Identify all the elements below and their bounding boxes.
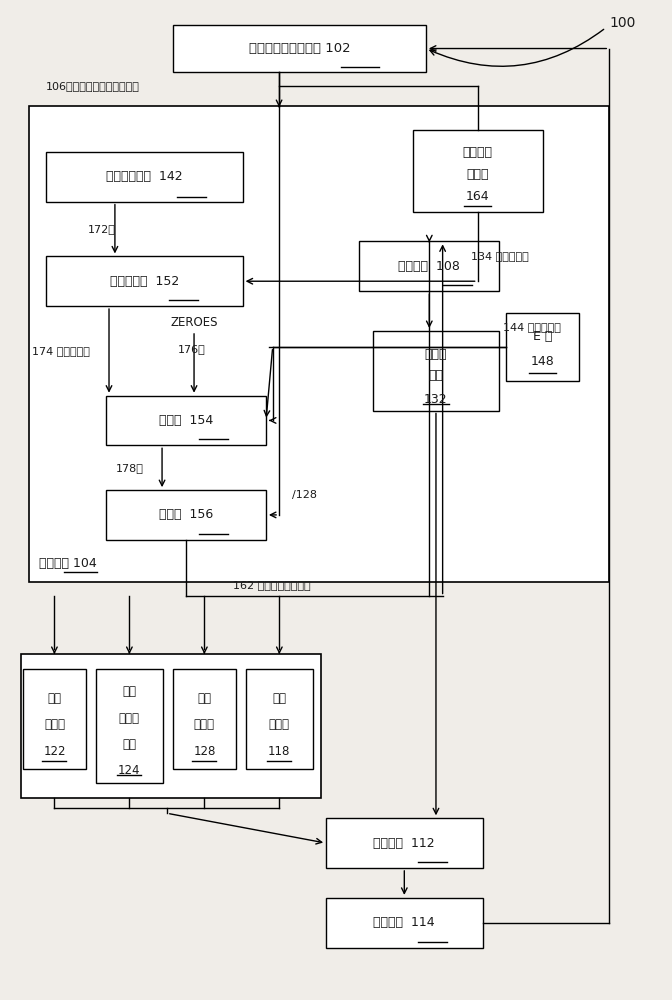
Text: 产生器: 产生器 bbox=[466, 168, 489, 181]
Text: 标志: 标志 bbox=[198, 692, 212, 705]
Bar bbox=[46, 256, 243, 306]
Text: 微代码: 微代码 bbox=[425, 348, 448, 361]
Text: 寄存器: 寄存器 bbox=[269, 718, 290, 731]
Text: 单元: 单元 bbox=[429, 369, 444, 382]
Text: 指令高速缓冲存储器 102: 指令高速缓冲存储器 102 bbox=[249, 42, 350, 55]
Text: 执行单元  112: 执行单元 112 bbox=[374, 837, 435, 850]
Bar bbox=[413, 130, 542, 212]
Text: 132: 132 bbox=[424, 393, 448, 406]
Bar bbox=[173, 25, 426, 72]
Bar bbox=[373, 331, 499, 410]
Text: 148: 148 bbox=[531, 355, 554, 368]
Bar bbox=[360, 241, 499, 291]
Bar bbox=[106, 396, 266, 445]
Text: 存储区: 存储区 bbox=[44, 718, 65, 731]
Text: 144 控制寄存器: 144 控制寄存器 bbox=[503, 322, 560, 332]
Text: ZEROES: ZEROES bbox=[170, 316, 218, 329]
Text: 134 提取地址～: 134 提取地址～ bbox=[471, 251, 529, 261]
Text: 172～: 172～ bbox=[88, 224, 116, 234]
Bar bbox=[30, 106, 610, 582]
Bar bbox=[23, 669, 86, 768]
Text: 122: 122 bbox=[43, 745, 66, 758]
Text: 通用: 通用 bbox=[272, 692, 286, 705]
Text: 解码单元  108: 解码单元 108 bbox=[398, 260, 460, 273]
Text: 164: 164 bbox=[466, 190, 489, 203]
Text: 寄存器: 寄存器 bbox=[194, 718, 215, 731]
Text: 162 纯文字指令数据～: 162 纯文字指令数据～ bbox=[233, 580, 310, 590]
Bar bbox=[96, 669, 163, 783]
Text: /128: /128 bbox=[292, 490, 317, 500]
Text: 128: 128 bbox=[193, 745, 216, 758]
Text: 多工器  154: 多工器 154 bbox=[159, 414, 213, 427]
Text: 异逻辑  156: 异逻辑 156 bbox=[159, 508, 213, 521]
Bar bbox=[246, 669, 312, 768]
Text: 主密钥寄存器  142: 主密钥寄存器 142 bbox=[106, 170, 183, 183]
Text: 文档: 文档 bbox=[122, 738, 136, 751]
Text: 提取单元 104: 提取单元 104 bbox=[40, 557, 97, 570]
Text: E 位: E 位 bbox=[533, 330, 552, 343]
Text: 密钥扩展器  152: 密钥扩展器 152 bbox=[110, 275, 179, 288]
Bar bbox=[506, 313, 579, 381]
Bar bbox=[326, 898, 482, 948]
Text: 引出单元  114: 引出单元 114 bbox=[374, 916, 435, 929]
Text: 106指令数据（可为加密）～: 106指令数据（可为加密）～ bbox=[46, 81, 140, 91]
Text: 密钥: 密钥 bbox=[122, 685, 136, 698]
Bar bbox=[106, 490, 266, 540]
Text: 提取指令: 提取指令 bbox=[462, 146, 493, 159]
Text: 寄存器: 寄存器 bbox=[119, 712, 140, 725]
Bar bbox=[46, 152, 243, 202]
Text: 174 解密密钥～: 174 解密密钥～ bbox=[32, 346, 90, 356]
Text: 安全: 安全 bbox=[48, 692, 61, 705]
Bar bbox=[22, 654, 321, 798]
Bar bbox=[326, 818, 482, 868]
Text: 118: 118 bbox=[268, 745, 290, 758]
Text: 124: 124 bbox=[118, 764, 140, 777]
Bar bbox=[173, 669, 236, 768]
Text: 178～: 178～ bbox=[116, 463, 143, 473]
Text: 176～: 176～ bbox=[177, 344, 205, 354]
Text: 100: 100 bbox=[610, 16, 636, 30]
